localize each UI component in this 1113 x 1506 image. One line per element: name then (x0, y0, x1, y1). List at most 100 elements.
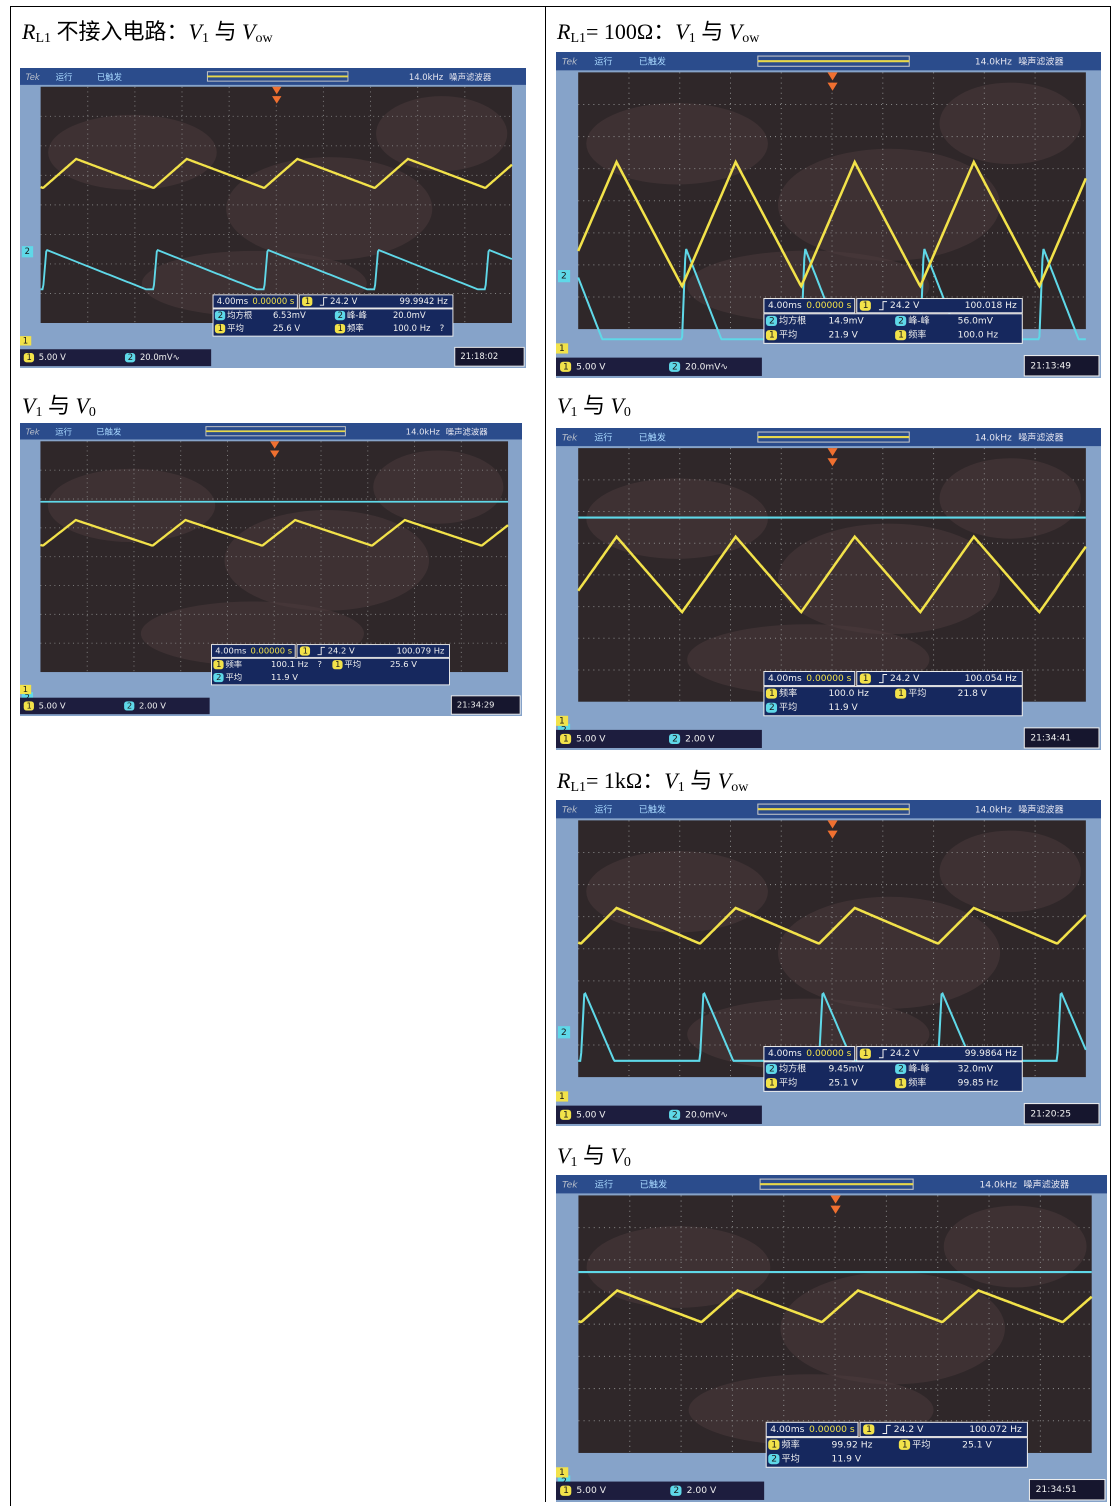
trigger-frequency: 99.9942 Hz (399, 296, 448, 306)
run-status: 运行 (56, 72, 73, 82)
measurement-name: 频率 (908, 1077, 926, 1089)
reflection (586, 851, 768, 933)
caption-part: V (22, 393, 35, 418)
measurement-value: 56.0mV (958, 316, 994, 326)
page: {"scope_labels": {"brand": "Tek", "run":… (0, 0, 1113, 1502)
caption: V1 与 V0 (22, 392, 96, 427)
measurement-channel: 2 (898, 1064, 904, 1074)
filter: 噪声滤波器 (1018, 56, 1063, 68)
caption-part: ow (731, 780, 748, 795)
ch2-scale: 2.00 V (685, 734, 715, 744)
measurement-value: 6.53mV (273, 310, 306, 320)
filter: 噪声滤波器 (449, 72, 492, 82)
reflection (780, 1272, 1004, 1384)
clock: 21:13:49 (1030, 361, 1071, 371)
caption-part: V (557, 1143, 570, 1168)
clock: 21:34:29 (457, 700, 495, 710)
trigger-source-badge-label: 1 (305, 296, 310, 306)
ch2-scale: 20.0mV∿ (685, 1110, 728, 1120)
bandwidth: 14.0kHz (975, 806, 1012, 816)
bandwidth: 14.0kHz (979, 1180, 1017, 1191)
measurement-channel: 2 (769, 703, 775, 713)
measurement-name: 频率 (225, 659, 242, 669)
caption-part: 与 (577, 393, 610, 418)
caption-part: V (729, 19, 742, 44)
caption-part: V (664, 768, 677, 793)
scope-body: Tek运行已触发14.0kHz噪声滤波器214.00ms0.00000 s124… (556, 52, 1101, 378)
bandwidth: 14.0kHz (975, 58, 1012, 68)
caption-part: V (242, 19, 255, 44)
caption-part: V (718, 768, 731, 793)
measurement-channel: 1 (216, 659, 221, 669)
ch1-marker-label: 1 (559, 344, 565, 354)
caption-part: V (75, 393, 88, 418)
measurement-value: 20.0mV (393, 310, 426, 320)
measurement-name: 均方根 (779, 314, 806, 326)
trigger-source-badge-label: 1 (866, 1424, 872, 1435)
caption: V1 与 V0 (557, 392, 631, 427)
ch1-scale-badge-label: 1 (563, 734, 569, 744)
measurement-flag: ? (440, 323, 444, 333)
trigger-status: 已触发 (640, 1179, 668, 1191)
measurement-value: 9.45mV (829, 1064, 865, 1074)
reflection (373, 450, 503, 523)
trigger-status: 已触发 (639, 432, 666, 444)
reflection (940, 83, 1081, 165)
caption-part: 与 (42, 393, 75, 418)
oscilloscope-screenshot: Tek运行已触发14.0kHz噪声滤波器214.00ms0.00000 s124… (556, 428, 1101, 750)
measurement-name: 频率 (779, 687, 797, 699)
caption-part: V (610, 393, 623, 418)
caption-part: R (557, 768, 570, 793)
trigger-status: 已触发 (639, 56, 666, 68)
delay: 0.00000 s (806, 674, 851, 684)
run-status: 运行 (594, 432, 612, 444)
measurement-channel: 1 (898, 1079, 904, 1089)
reflection (48, 469, 215, 542)
ch1-marker-label: 1 (559, 1467, 565, 1478)
measurement-name: 均方根 (227, 310, 253, 320)
timebase: 4.00ms (768, 674, 802, 684)
scope-body: Tek运行已触发14.0kHz噪声滤波器214.00ms0.00000 s124… (20, 68, 526, 368)
caption-part: 与 (685, 768, 718, 793)
brand: Tek (562, 806, 578, 816)
filter: 噪声滤波器 (1023, 1179, 1069, 1191)
trigger-frequency: 100.018 Hz (965, 301, 1017, 311)
measurement-flag: ? (317, 659, 321, 669)
measurement-name: 平均 (779, 329, 797, 341)
trigger-level: 24.2 V (894, 1424, 924, 1435)
ch2-scale-badge-label: 2 (672, 362, 678, 372)
oscilloscope-screenshot: Tek运行已触发14.0kHz噪声滤波器214.00ms0.00000 s124… (20, 68, 526, 368)
caption: RL1= 100Ω：V1 与 Vow (557, 18, 759, 53)
timebase: 4.00ms (215, 646, 246, 656)
bandwidth: 14.0kHz (406, 427, 440, 437)
trigger-status: 已触发 (96, 427, 121, 437)
trigger-status: 已触发 (97, 72, 123, 82)
timebase: 4.00ms (768, 301, 802, 311)
ch1-scale: 5.00 V (576, 1110, 606, 1120)
caption-part: ow (742, 31, 759, 46)
ch2-scale: 2.00 V (139, 700, 166, 710)
brand: Tek (562, 58, 578, 68)
brand: Tek (562, 434, 578, 444)
measurement-name: 频率 (782, 1438, 800, 1450)
measurement-channel: 1 (338, 323, 343, 333)
brand: Tek (26, 427, 41, 437)
scope-body: Tek运行已触发14.0kHz噪声滤波器214.00ms0.00000 s124… (556, 1175, 1107, 1502)
ch2-scale-badge-label: 2 (672, 734, 678, 744)
oscilloscope-screenshot: Tek运行已触发14.0kHz噪声滤波器214.00ms0.00000 s124… (556, 52, 1101, 378)
ch2-scale: 2.00 V (687, 1485, 717, 1496)
oscilloscope-screenshot: Tek运行已触发14.0kHz噪声滤波器214.00ms0.00000 s124… (556, 1175, 1107, 1502)
trigger-frequency: 100.072 Hz (969, 1424, 1022, 1435)
trigger-source-badge-label: 1 (863, 301, 869, 311)
measurement-value: 25.1 V (962, 1439, 992, 1450)
measurement-channel: 1 (898, 331, 904, 341)
measurement-value: 14.9mV (829, 316, 865, 326)
measurement-channel: 2 (771, 1454, 777, 1465)
clock: 21:34:51 (1036, 1484, 1077, 1495)
delay: 0.00000 s (809, 1424, 855, 1435)
measurement-value: 100.0 Hz (393, 323, 431, 333)
measurement-channel: 1 (771, 1439, 777, 1450)
caption-part: L1 (570, 780, 586, 795)
measurement-value: 25.1 V (829, 1079, 859, 1089)
